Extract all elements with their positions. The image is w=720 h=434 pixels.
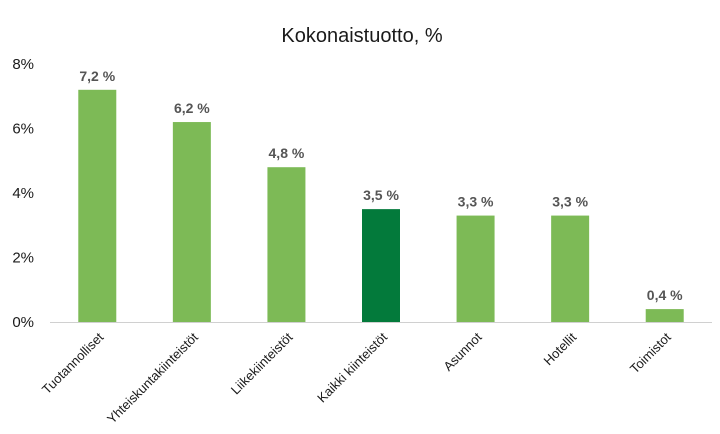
bar xyxy=(78,89,117,322)
x-tick-label: Hotellit xyxy=(541,329,580,368)
x-tick-label: Liikekiinteistöt xyxy=(228,329,296,397)
x-tick-label: Kaikki kiinteistöt xyxy=(314,329,390,405)
x-tick-label: Asunnot xyxy=(440,329,485,374)
data-label: 4,8 % xyxy=(269,145,305,161)
x-tick-label: Toimistot xyxy=(627,329,674,376)
bar xyxy=(645,309,684,322)
y-tick-label: 4% xyxy=(12,185,34,202)
chart-title: Kokonaistuotto, % xyxy=(281,25,442,47)
bar xyxy=(172,122,211,322)
bar xyxy=(267,167,306,322)
data-label: 3,5 % xyxy=(363,187,399,203)
data-label: 0,4 % xyxy=(647,287,683,303)
data-label: 7,2 % xyxy=(79,68,115,84)
data-label: 6,2 % xyxy=(174,100,210,116)
y-tick-label: 8% xyxy=(12,56,34,73)
bar xyxy=(551,215,590,322)
y-tick-label: 2% xyxy=(12,250,34,267)
y-tick-label: 6% xyxy=(12,121,34,138)
y-tick-label: 0% xyxy=(12,314,34,331)
bar xyxy=(456,215,495,322)
data-label: 3,3 % xyxy=(552,194,588,210)
bar xyxy=(362,209,400,322)
x-tick-label: Tuotannolliset xyxy=(39,329,107,397)
data-label: 3,3 % xyxy=(458,194,494,210)
x-tick-label: Yhteiskuntakiinteistöt xyxy=(104,329,201,426)
